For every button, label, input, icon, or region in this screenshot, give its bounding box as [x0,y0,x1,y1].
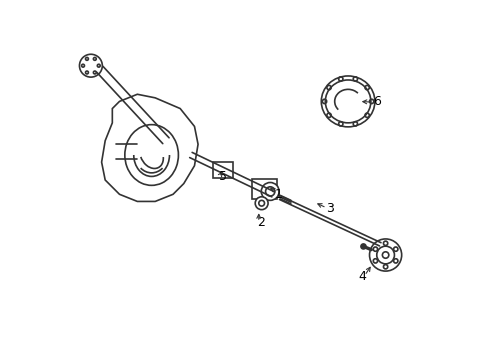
Circle shape [255,197,267,210]
Polygon shape [102,94,198,202]
Ellipse shape [321,76,374,127]
Circle shape [360,244,365,249]
Circle shape [369,239,401,271]
Circle shape [80,54,102,77]
Text: 1: 1 [274,188,282,201]
Text: 5: 5 [219,170,226,183]
Text: 2: 2 [256,216,264,229]
Polygon shape [213,162,233,178]
Circle shape [261,183,279,201]
Text: 4: 4 [358,270,366,283]
Polygon shape [251,179,276,199]
Text: 6: 6 [372,95,380,108]
Text: 3: 3 [325,202,333,215]
